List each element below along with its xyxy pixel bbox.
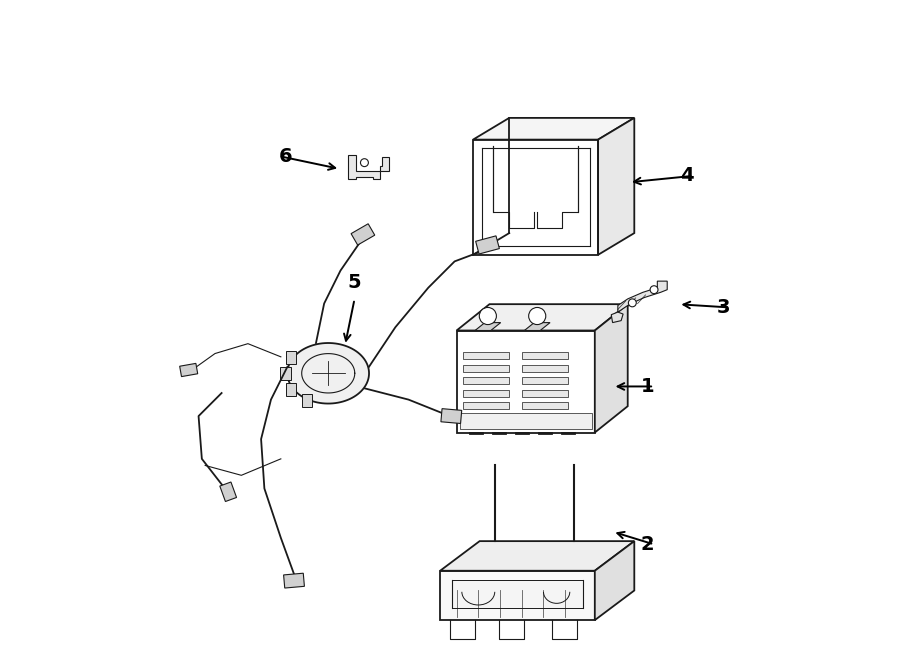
Polygon shape	[280, 367, 291, 380]
FancyBboxPatch shape	[456, 330, 595, 432]
Polygon shape	[348, 155, 380, 179]
FancyBboxPatch shape	[464, 403, 509, 409]
FancyBboxPatch shape	[464, 390, 509, 397]
Polygon shape	[284, 573, 304, 588]
FancyBboxPatch shape	[464, 352, 509, 360]
Text: 2: 2	[641, 535, 654, 554]
Polygon shape	[441, 408, 462, 424]
Circle shape	[528, 307, 545, 325]
Circle shape	[628, 299, 636, 307]
Polygon shape	[286, 351, 296, 364]
Text: 4: 4	[680, 167, 694, 185]
Polygon shape	[440, 541, 634, 570]
Circle shape	[480, 307, 497, 325]
Text: 6: 6	[278, 147, 292, 165]
Polygon shape	[220, 482, 237, 502]
FancyBboxPatch shape	[522, 403, 569, 409]
Circle shape	[650, 286, 658, 293]
FancyBboxPatch shape	[473, 139, 598, 254]
Polygon shape	[475, 236, 500, 254]
Polygon shape	[286, 383, 296, 396]
Polygon shape	[475, 323, 500, 330]
Text: 5: 5	[347, 273, 362, 292]
FancyBboxPatch shape	[522, 352, 569, 360]
FancyBboxPatch shape	[464, 377, 509, 385]
Text: 3: 3	[716, 298, 730, 317]
FancyBboxPatch shape	[522, 365, 569, 372]
Text: 1: 1	[641, 377, 654, 396]
Polygon shape	[611, 312, 623, 323]
Polygon shape	[380, 157, 389, 171]
Polygon shape	[287, 343, 369, 404]
FancyBboxPatch shape	[522, 377, 569, 385]
FancyBboxPatch shape	[452, 580, 583, 608]
Polygon shape	[473, 118, 634, 139]
Polygon shape	[617, 281, 667, 312]
Polygon shape	[598, 118, 634, 254]
Polygon shape	[595, 304, 627, 432]
FancyBboxPatch shape	[464, 365, 509, 372]
FancyBboxPatch shape	[440, 570, 595, 620]
Polygon shape	[180, 364, 198, 377]
Polygon shape	[456, 304, 627, 330]
FancyBboxPatch shape	[460, 412, 591, 429]
Polygon shape	[525, 323, 550, 330]
Polygon shape	[351, 224, 374, 245]
Circle shape	[361, 159, 368, 167]
Polygon shape	[302, 394, 312, 407]
Polygon shape	[595, 541, 634, 620]
FancyBboxPatch shape	[522, 390, 569, 397]
